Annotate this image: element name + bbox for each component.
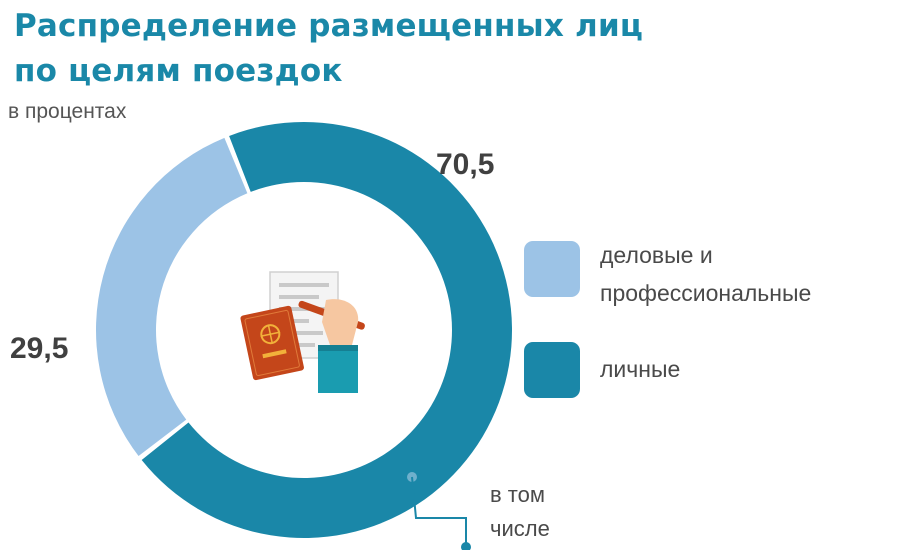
donut-slice-business: [95, 137, 248, 457]
chart-title-line-2: по целям поездок: [14, 53, 343, 89]
passport-icon: [240, 305, 304, 381]
legend-swatch-business: [524, 241, 580, 297]
passport-and-form-icon: [240, 271, 365, 393]
value-label-personal: 70,5: [436, 148, 495, 181]
value-label-business: 29,5: [10, 332, 69, 365]
connector-end-dot: [461, 542, 471, 550]
annotation-text: в том числе: [490, 482, 550, 541]
legend-swatch-personal: [524, 342, 580, 398]
annotation-connector: [407, 472, 471, 550]
chart-title-line-1: Распределение размещенных лиц: [14, 8, 644, 44]
donut-slices: [95, 122, 512, 539]
legend-label-business: деловые и профессиональные: [600, 242, 812, 306]
donut-slice-personal: [141, 122, 512, 539]
chart-subtitle: в процентах: [8, 100, 127, 123]
legend-label-personal: личные: [600, 356, 681, 382]
hand-with-pen-icon: [298, 299, 365, 393]
chart-title: Распределение размещенных лиц по целям п…: [14, 4, 643, 94]
connector-line: [411, 476, 467, 545]
